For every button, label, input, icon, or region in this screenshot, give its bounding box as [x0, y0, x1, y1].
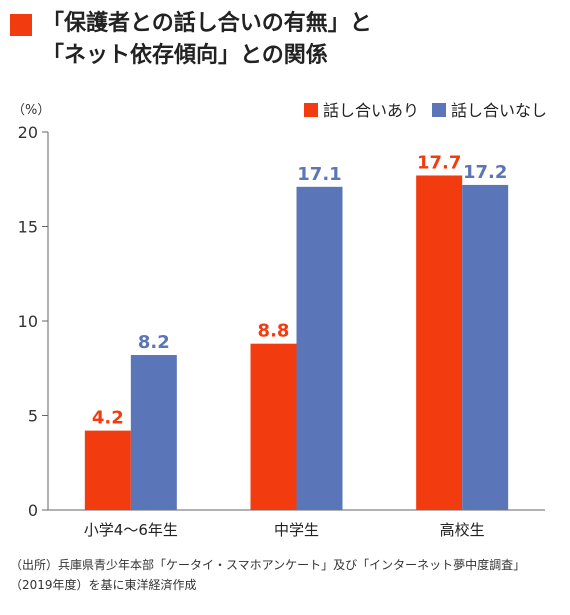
chart-title-line2: 「ネット依存傾向」との関係 [42, 43, 328, 68]
bar-value-label: 17.2 [463, 162, 507, 183]
chart-title-line1: 「保護者との話し合いの有無」と [42, 11, 372, 36]
y-axis-unit-label: （%） [12, 103, 50, 118]
legend-label: 話し合いなし [451, 101, 547, 120]
bar-without-talk [130, 355, 177, 510]
x-category-label: 高校生 [440, 521, 485, 539]
bar-value-label: 8.8 [258, 321, 290, 342]
bar-value-label: 17.7 [417, 152, 461, 173]
bar-with-talk [84, 430, 131, 510]
bar-value-label: 4.2 [92, 408, 124, 429]
legend-label: 話し合いあり [323, 101, 419, 120]
y-tick-label: 20 [18, 123, 38, 142]
y-tick-label: 0 [28, 501, 38, 520]
bar-value-label: 8.2 [138, 332, 170, 353]
chart-title-block: 「保護者との話し合いの有無」と 「ネット依存傾向」との関係 [10, 8, 560, 72]
x-category-label: 中学生 [274, 521, 319, 539]
legend-swatch [432, 103, 446, 117]
legend-swatch [304, 103, 318, 117]
y-tick-label: 10 [18, 312, 38, 331]
x-category-label: 小学4～6年生 [84, 521, 178, 539]
bar-value-label: 17.1 [297, 164, 341, 185]
y-tick-label: 5 [28, 407, 38, 426]
y-tick-label: 15 [18, 218, 38, 237]
bar-without-talk [462, 184, 509, 511]
bar-with-talk [250, 343, 297, 510]
source-line1: （出所）兵庫県青少年本部「ケータイ・スマホアンケート」及び「インターネット夢中度… [10, 558, 526, 572]
bar-chart: （%） 0 5 10 15 20 4.2 8.2 小学4～6年生 8.8 17.1 中学生 17.7 17… [0, 90, 570, 540]
bar-chart-svg: （%） 0 5 10 15 20 4.2 8.2 小学4～6年生 8.8 17.1 中学生 17.7 17… [12, 101, 547, 539]
source-note: （出所）兵庫県青少年本部「ケータイ・スマホアンケート」及び「インターネット夢中度… [10, 555, 565, 595]
bar-with-talk [416, 175, 463, 510]
title-marker [10, 14, 32, 36]
bar-without-talk [296, 186, 343, 510]
source-line2: （2019年度）を基に東洋経済作成 [10, 578, 197, 592]
